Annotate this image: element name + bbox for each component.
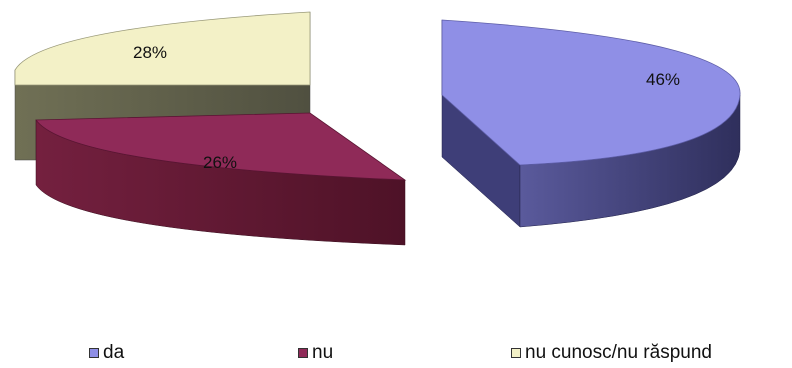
legend-label-nu-cunosc: nu cunosc/nu răspund [525, 342, 712, 364]
slice-nu [36, 113, 405, 245]
legend-label-nu: nu [312, 342, 333, 364]
legend-label-da: da [103, 342, 124, 364]
label-da: 46% [646, 70, 680, 89]
legend-item-da: da [89, 342, 124, 364]
legend-item-nu: nu [298, 342, 333, 364]
legend-swatch-nu [298, 348, 308, 358]
label-nu-cunosc: 28% [133, 43, 167, 62]
legend-swatch-da [89, 348, 99, 358]
legend-item-nu-cunosc: nu cunosc/nu răspund [511, 342, 712, 364]
label-nu: 26% [203, 153, 237, 172]
slice-da [442, 20, 740, 227]
legend-swatch-nu-cunosc [511, 348, 521, 358]
